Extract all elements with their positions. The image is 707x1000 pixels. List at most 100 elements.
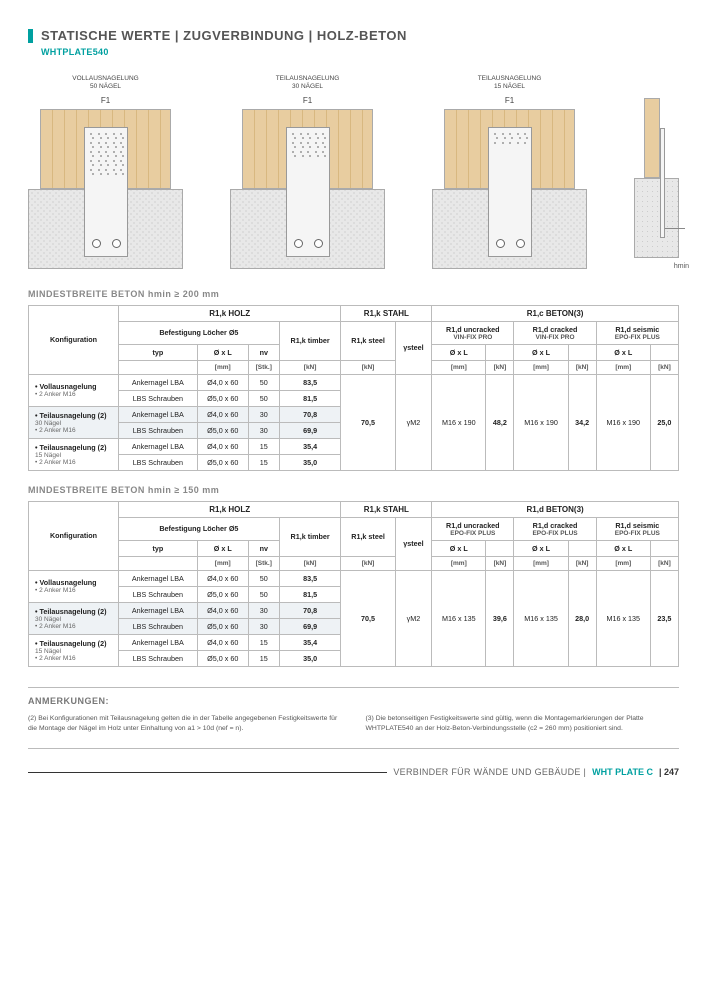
cell-typ: Ankernagel LBA bbox=[119, 602, 198, 618]
th-seis: R1,d seismicEPO-FIX PLUS bbox=[596, 321, 678, 344]
cfg-cell: • Vollausnagelung• 2 Anker M16 bbox=[29, 570, 119, 602]
th-unit-kn: [kN] bbox=[486, 556, 514, 570]
th-seis: R1,d seismicEPO-FIX PLUS bbox=[596, 517, 678, 540]
cell-oxl: Ø4,0 x 60 bbox=[197, 374, 248, 390]
cell-r1k: 83,5 bbox=[279, 570, 341, 586]
cell-nv: 15 bbox=[248, 438, 279, 454]
th-unit-kn: [kN] bbox=[568, 556, 596, 570]
page-subtitle: WHTPLATE540 bbox=[41, 47, 679, 57]
th-unit-kn: [kN] bbox=[279, 556, 341, 570]
th-unit-mm: [mm] bbox=[514, 556, 568, 570]
th-oxl-anchor: Ø x L bbox=[514, 344, 568, 360]
footer-rule bbox=[28, 772, 387, 773]
cell-cr-oxl: M16 x 135 bbox=[514, 570, 568, 666]
page-title-row: STATISCHE WERTE | ZUGVERBINDUNG | HOLZ-B… bbox=[28, 28, 679, 43]
table2-section-title: MINDESTBREITE BETON hmin ≥ 150 mm bbox=[28, 485, 679, 495]
diagrams-row: VOLLAUSNAGELUNG50 NÄGELF1 TEILAUSNAGELUNG… bbox=[28, 75, 679, 269]
cell-typ: Ankernagel LBA bbox=[119, 570, 198, 586]
th-holz: R1,k HOLZ bbox=[119, 501, 341, 517]
cell-typ: Ankernagel LBA bbox=[119, 438, 198, 454]
cell-cr-kn: 28,0 bbox=[568, 570, 596, 666]
cell-steel-kn: 70,5 bbox=[341, 570, 395, 666]
th-unc: R1,d uncrackedEPO-FIX PLUS bbox=[432, 517, 514, 540]
th-unit-kn: [kN] bbox=[568, 360, 596, 374]
th-oxl-anchor: Ø x L bbox=[596, 540, 650, 556]
cell-oxl: Ø5,0 x 60 bbox=[197, 390, 248, 406]
th-unit-mm: [mm] bbox=[197, 556, 248, 570]
cell-nv: 15 bbox=[248, 454, 279, 470]
cell-oxl: Ø4,0 x 60 bbox=[197, 634, 248, 650]
cell-oxl: Ø5,0 x 60 bbox=[197, 618, 248, 634]
footer-text: VERBINDER FÜR WÄNDE UND GEBÄUDE | bbox=[393, 767, 586, 777]
cell-r1k: 35,4 bbox=[279, 438, 341, 454]
th-unit-kn: [kN] bbox=[279, 360, 341, 374]
th-cr: R1,d crackedEPO-FIX PLUS bbox=[514, 517, 596, 540]
cell-typ: Ankernagel LBA bbox=[119, 374, 198, 390]
diagram-box bbox=[432, 109, 587, 269]
th-unit-mm: [mm] bbox=[432, 556, 486, 570]
th-unit bbox=[119, 556, 198, 570]
th-empty bbox=[650, 540, 678, 556]
th-oxl-anchor: Ø x L bbox=[514, 540, 568, 556]
cfg-cell: • Vollausnagelung• 2 Anker M16 bbox=[29, 374, 119, 406]
notes-title: ANMERKUNGEN: bbox=[28, 696, 679, 706]
cell-ysteel: γM2 bbox=[395, 374, 432, 470]
th-stahl: R1,k STAHL bbox=[341, 305, 432, 321]
cell-cr-oxl: M16 x 190 bbox=[514, 374, 568, 470]
th-config: Konfiguration bbox=[29, 501, 119, 570]
cell-oxl: Ø5,0 x 60 bbox=[197, 586, 248, 602]
th-unit-stk: [Stk.] bbox=[248, 556, 279, 570]
th-empty bbox=[486, 344, 514, 360]
hmin-label: hmin bbox=[674, 263, 689, 270]
th-r1k-steel: R1,k steel bbox=[341, 517, 395, 556]
cell-oxl: Ø5,0 x 60 bbox=[197, 454, 248, 470]
cell-oxl: Ø5,0 x 60 bbox=[197, 650, 248, 666]
notes-section: ANMERKUNGEN: (2) Bei Konfigurationen mit… bbox=[28, 687, 679, 749]
th-empty bbox=[568, 540, 596, 556]
cell-nv: 50 bbox=[248, 586, 279, 602]
cell-typ: Ankernagel LBA bbox=[119, 634, 198, 650]
cell-r1k: 81,5 bbox=[279, 390, 341, 406]
th-empty bbox=[568, 344, 596, 360]
diagram-col-0: VOLLAUSNAGELUNG50 NÄGELF1 bbox=[28, 75, 183, 269]
diagram-col-1: TEILAUSNAGELUNG30 NÄGELF1 bbox=[230, 75, 385, 269]
th-ysteel: γsteel bbox=[395, 517, 432, 570]
note-3: (3) Die betonseitigen Festigkeitswerte s… bbox=[366, 714, 680, 734]
th-befest: Befestigung Löcher Ø5 bbox=[119, 321, 280, 344]
th-r1k-timber: R1,k timber bbox=[279, 517, 341, 556]
cell-typ: LBS Schrauben bbox=[119, 390, 198, 406]
th-empty bbox=[650, 344, 678, 360]
f-label: F1 bbox=[303, 96, 312, 105]
cell-r1k: 69,9 bbox=[279, 422, 341, 438]
side-diagram: hmin bbox=[634, 75, 679, 258]
cell-nv: 50 bbox=[248, 374, 279, 390]
cell-r1k: 83,5 bbox=[279, 374, 341, 390]
cfg-cell: • Teilausnagelung (2)30 Nägel• 2 Anker M… bbox=[29, 406, 119, 438]
cell-oxl: Ø4,0 x 60 bbox=[197, 438, 248, 454]
f-label: F1 bbox=[505, 96, 514, 105]
cell-unc-oxl: M16 x 190 bbox=[432, 374, 486, 470]
th-unit bbox=[119, 360, 198, 374]
th-beton: R1,c BETON(3) bbox=[432, 305, 679, 321]
th-cr: R1,d crackedVIN-FIX PRO bbox=[514, 321, 596, 344]
th-unit-kn: [kN] bbox=[341, 360, 395, 374]
cell-ysteel: γM2 bbox=[395, 570, 432, 666]
th-nv: nv bbox=[248, 344, 279, 360]
cell-seis-oxl: M16 x 135 bbox=[596, 570, 650, 666]
cell-oxl: Ø4,0 x 60 bbox=[197, 602, 248, 618]
th-unit-kn: [kN] bbox=[650, 556, 678, 570]
note-2: (2) Bei Konfigurationen mit Teilausnagel… bbox=[28, 714, 342, 734]
page-title: STATISCHE WERTE | ZUGVERBINDUNG | HOLZ-B… bbox=[41, 28, 407, 43]
th-r1k-timber: R1,k timber bbox=[279, 321, 341, 360]
cell-r1k: 70,8 bbox=[279, 406, 341, 422]
th-unit-mm: [mm] bbox=[197, 360, 248, 374]
cell-nv: 30 bbox=[248, 602, 279, 618]
th-oxl-anchor: Ø x L bbox=[596, 344, 650, 360]
th-unit-kn: [kN] bbox=[486, 360, 514, 374]
cell-unc-kn: 39,6 bbox=[486, 570, 514, 666]
diagram-label: TEILAUSNAGELUNG15 NÄGEL bbox=[478, 75, 542, 92]
th-holz: R1,k HOLZ bbox=[119, 305, 341, 321]
page-footer: VERBINDER FÜR WÄNDE UND GEBÄUDE | WHT PL… bbox=[28, 767, 679, 777]
table1: KonfigurationR1,k HOLZR1,k STAHLR1,c BET… bbox=[28, 305, 679, 471]
th-nv: nv bbox=[248, 540, 279, 556]
